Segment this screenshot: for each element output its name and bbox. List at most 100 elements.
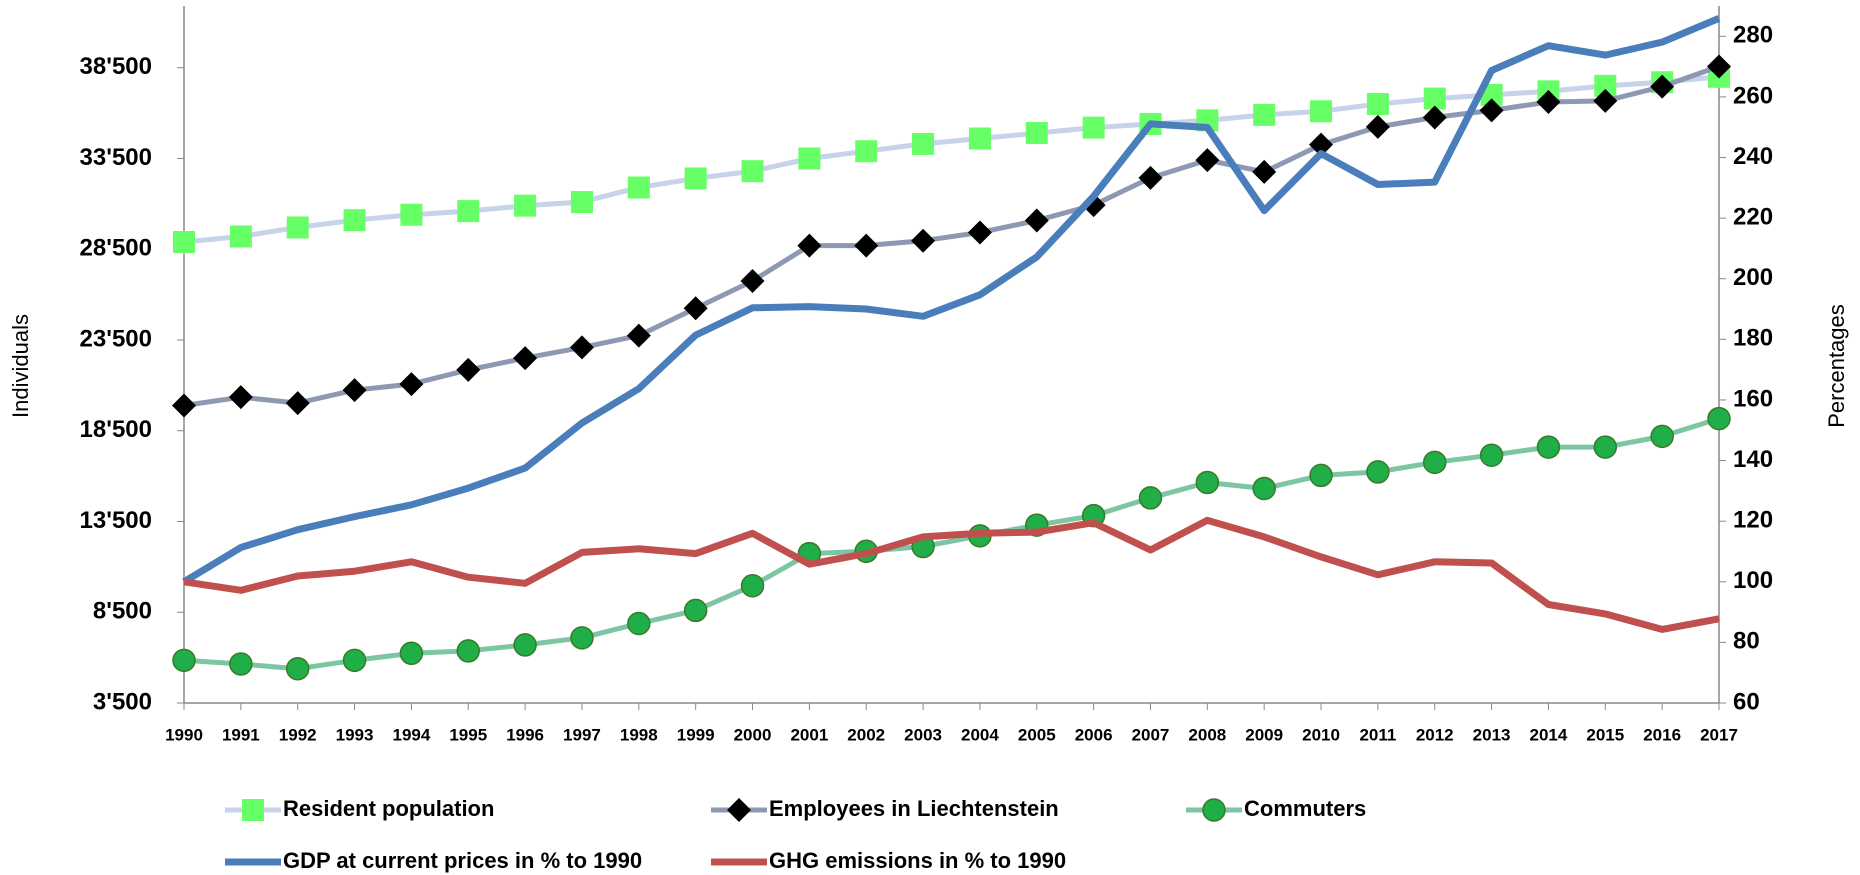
marker [854,233,879,258]
x-tick-label: 2007 [1132,725,1170,744]
marker [1252,159,1277,184]
x-tick-label: 1994 [392,725,430,744]
y2-tick-label: 280 [1733,22,1773,49]
marker [1650,74,1675,99]
y-axis-title: Individuals [8,314,33,418]
marker [727,798,751,822]
marker [798,147,821,170]
marker [399,641,424,666]
x-tick-label: 1998 [620,725,658,744]
marker [968,127,991,150]
marker [1536,90,1561,115]
marker [1310,100,1333,123]
series-line [182,15,1721,585]
marker [1480,83,1503,106]
marker [229,225,252,248]
marker [1366,460,1390,484]
marker [911,228,936,253]
x-tick-label: 2009 [1245,725,1283,744]
marker [456,639,481,663]
y-tick-label: 3'500 [93,688,152,715]
y2-tick-label: 180 [1733,325,1773,352]
y2-tick-label: 220 [1733,203,1773,230]
marker [343,209,366,232]
y-tick-label: 38'500 [80,53,152,80]
y2-tick-label: 240 [1733,143,1773,170]
x-tick-label: 2002 [847,725,885,744]
y2-tick-label: 260 [1733,82,1773,109]
marker [285,656,310,681]
marker [1365,114,1390,139]
legend-label: Commuters [1244,796,1366,821]
marker [342,378,367,403]
marker [1202,798,1226,822]
y-tick-label: 8'500 [93,598,152,625]
y2-tick-label: 160 [1733,385,1773,412]
marker [1707,406,1731,431]
marker [1309,463,1333,488]
x-tick-label: 2011 [1359,725,1396,744]
y2-axis-title: Percentages [1824,304,1849,428]
y-tick-label: 33'500 [80,144,152,171]
x-tick-label: 1993 [336,725,374,744]
marker [456,357,481,382]
marker [1650,424,1674,449]
marker [569,335,594,360]
marker [683,598,708,623]
x-tick-label: 2001 [790,725,828,744]
x-tick-label: 2000 [734,725,772,744]
x-tick-label: 2016 [1643,725,1681,744]
x-tick-label: 2003 [904,725,942,744]
marker [1479,443,1504,467]
y-tick-label: 28'500 [80,235,152,262]
marker [1423,87,1446,110]
marker [513,633,537,657]
marker [684,167,707,190]
marker [1593,88,1618,113]
x-tick-label: 1995 [449,725,487,744]
x-tick-label: 2006 [1075,725,1113,744]
marker [1138,165,1163,190]
marker [457,200,480,223]
marker [627,176,650,199]
x-tick-label: 1990 [165,725,203,744]
marker [285,391,310,416]
x-tick-label: 2004 [961,725,999,744]
marker [1593,435,1618,459]
series-line [183,416,1720,672]
legend-label: Resident population [283,796,494,821]
y-tick-label: 13'500 [80,507,152,534]
marker [513,346,538,371]
marker [1024,208,1049,233]
y2-tick-label: 120 [1733,507,1773,534]
y2-tick-label: 80 [1733,628,1760,655]
marker [242,799,264,821]
legend-label: Employees in Liechtenstein [769,796,1059,821]
x-tick-label: 2005 [1018,725,1056,744]
marker [1422,105,1447,130]
marker [1479,98,1504,123]
marker [683,296,708,321]
marker [400,203,423,226]
x-tick-label: 2013 [1473,725,1511,744]
marker [172,648,196,673]
marker [228,385,253,410]
x-tick-label: 1997 [563,725,601,744]
marker [1309,132,1334,157]
x-tick-label: 1992 [279,725,317,744]
marker [399,372,424,397]
marker [173,230,195,253]
marker [1082,116,1105,139]
x-tick-label: 2017 [1700,725,1738,744]
marker [172,393,196,418]
marker [1253,103,1276,126]
x-tick-label: 2012 [1416,725,1454,744]
x-tick-label: 2010 [1302,725,1340,744]
marker [912,132,935,155]
series-line [183,74,1720,245]
marker [514,194,537,217]
marker [626,323,651,348]
marker [967,220,992,245]
marker [570,626,594,650]
